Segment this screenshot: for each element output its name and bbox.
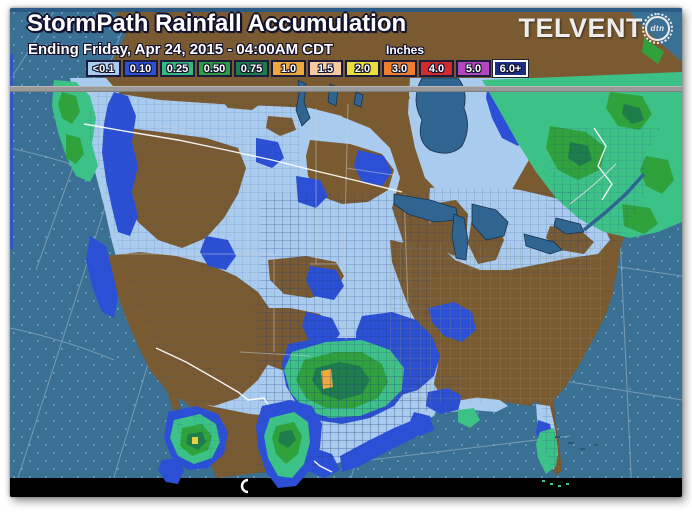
legend-item: 0.10 [123, 60, 158, 77]
legend-item: 0.75 [234, 60, 269, 77]
telvent-logo: TELVENT dtn [518, 13, 673, 44]
legend-item: 2.0 [345, 60, 380, 77]
stormpath-map-frame: StormPath Rainfall Accumulation Ending F… [10, 8, 682, 497]
legend-item: 0.25 [160, 60, 195, 77]
legend-item: 1.0 [271, 60, 306, 77]
legend-item: <0.1 [86, 60, 121, 77]
legend-item: 6.0+ [493, 60, 528, 77]
logo-text: TELVENT [518, 13, 643, 43]
header-separator [10, 86, 682, 92]
storm-cells-south [158, 400, 569, 494]
legend-bar: <0.1 0.10 0.25 0.50 0.75 1.0 1.5 2.0 3.0 4.0 5.0 6.… [86, 60, 528, 77]
bahamas-specks [555, 436, 598, 450]
top-edge-strip [10, 8, 682, 12]
dtn-badge-text: dtn [650, 24, 665, 33]
legend-item: 1.5 [308, 60, 343, 77]
map-subtitle: Ending Friday, Apr 24, 2015 - 04:00AM CD… [28, 41, 334, 58]
legend-units-label: Inches [386, 43, 425, 57]
map-artifact-mark [240, 478, 249, 494]
map-title: StormPath Rainfall Accumulation [27, 10, 407, 37]
bottom-bar [10, 478, 682, 497]
florida-keys-dots [542, 480, 569, 487]
legend-item: 5.0 [456, 60, 491, 77]
dtn-badge-icon: dtn [642, 13, 673, 44]
legend-item: 0.50 [197, 60, 232, 77]
legend-item: 3.0 [382, 60, 417, 77]
state-borders [106, 103, 409, 357]
great-lakes [295, 77, 646, 261]
legend-item: 4.0 [419, 60, 454, 77]
rainfall-map [10, 8, 682, 497]
